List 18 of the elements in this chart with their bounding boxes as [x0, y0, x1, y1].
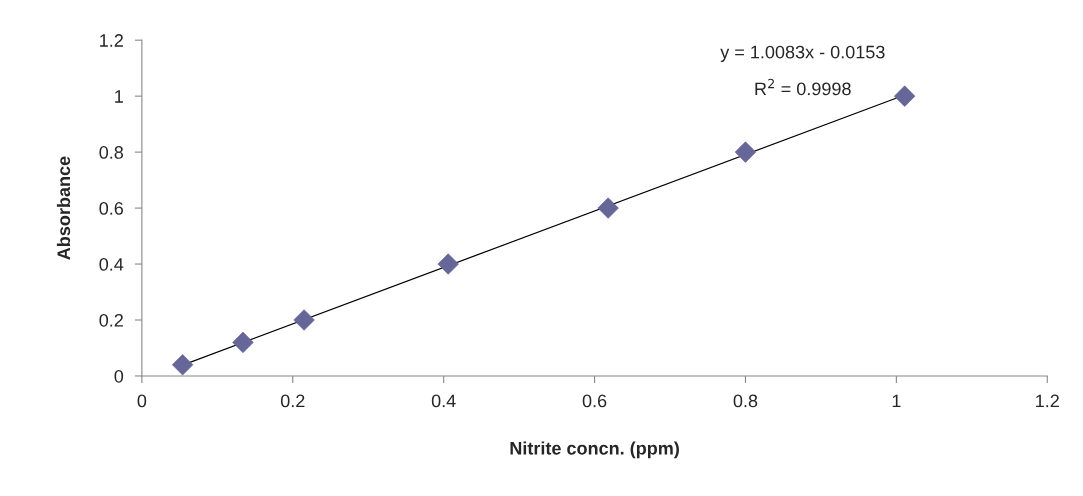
- x-tick-label: 0.8: [733, 394, 758, 408]
- y-tick-label: 0.4: [99, 257, 124, 271]
- x-axis-title: Nitrite concn. (ppm): [510, 441, 679, 459]
- y-axis-title: Absorbance: [56, 156, 71, 260]
- x-tick-label: 0.2: [280, 394, 305, 408]
- annotation: y = 1.0083x - 0.0153: [720, 45, 885, 63]
- x-tick-label: 0.6: [582, 394, 607, 408]
- y-tick-label: 1.2: [100, 34, 123, 47]
- y-tick-label: 1: [115, 90, 123, 103]
- y-tick-label: 0: [114, 369, 124, 383]
- x-tick-label: 0: [137, 394, 147, 408]
- y-tick-label: 0.6: [99, 202, 124, 215]
- x-tick-label: 0.4: [431, 394, 456, 408]
- y-tick-label: 0.2: [99, 313, 123, 327]
- y-tick-label: 0.8: [99, 146, 124, 159]
- x-tick-label: 1: [892, 394, 901, 408]
- x-tick-label: 1.2: [1036, 394, 1059, 408]
- annotation: R$^{2}$ = 0.9998: [755, 78, 851, 96]
